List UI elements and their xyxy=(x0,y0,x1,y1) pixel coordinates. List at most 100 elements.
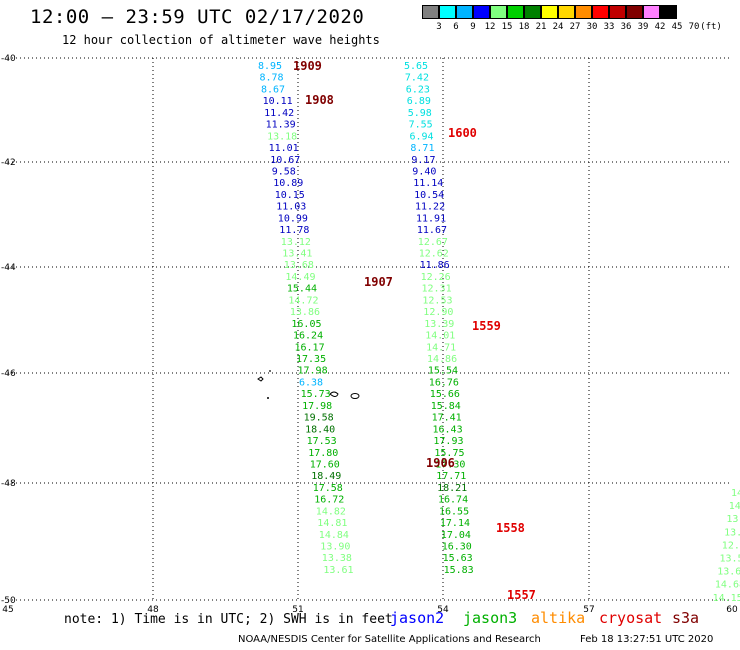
color-scale-label: 15 xyxy=(501,22,513,32)
latitude-label: -46 xyxy=(1,369,16,379)
longitude-label: 48 xyxy=(147,605,159,615)
wave-height-label: 10.11 xyxy=(263,96,293,107)
color-scale-label: 45 xyxy=(671,22,683,32)
pass-time-label: 1906 xyxy=(426,456,455,470)
wave-height-label: 9.58 xyxy=(272,167,296,178)
color-scale-label: 30 xyxy=(586,22,598,32)
generated-time: Feb 18 13:27:51 UTC 2020 xyxy=(580,634,714,645)
wave-height-label: 6.38 xyxy=(299,377,323,388)
wave-height-label: 17.14 xyxy=(440,518,470,529)
wave-height-label: 16.72 xyxy=(314,495,344,506)
color-scale-cell xyxy=(456,5,473,19)
wave-height-label: 13.61 xyxy=(323,565,353,576)
wave-height-label: 16.76 xyxy=(429,377,459,388)
color-scale-cell xyxy=(626,5,643,19)
color-scale-cell xyxy=(609,5,626,19)
color-scale-label: 3 xyxy=(436,22,442,32)
wave-height-label: 13.39 xyxy=(424,319,454,330)
wave-height-label: 13.41 xyxy=(282,249,312,260)
wave-height-label: 14.49 xyxy=(285,272,315,283)
wave-height-label: 15.84 xyxy=(431,401,461,412)
wave-height-label: 19.58 xyxy=(304,413,334,424)
wave-height-label: 12.90 xyxy=(423,307,453,318)
legend-item-altika: altika xyxy=(531,609,586,627)
wave-height-label: 18.49 xyxy=(311,471,341,482)
color-scale-label: 6 xyxy=(453,22,459,32)
longitude-label: 54 xyxy=(437,605,449,615)
wave-height-label: 11.14 xyxy=(413,178,443,189)
wave-height-label: 11.01 xyxy=(269,143,299,154)
latitude-label: -48 xyxy=(1,479,16,489)
island-dot xyxy=(267,397,269,399)
wave-height-label: 17.35 xyxy=(296,354,326,365)
latitude-label: -50 xyxy=(1,596,16,606)
color-scale-cell xyxy=(541,5,558,19)
island-outline xyxy=(350,393,360,399)
wave-height-label: 14 xyxy=(729,501,740,512)
wave-height-label: 12.79 xyxy=(722,540,740,551)
wave-height-label: 18.21 xyxy=(437,483,467,494)
wave-height-label: 14.82 xyxy=(316,506,346,517)
wave-height-label: 14.84 xyxy=(319,530,349,541)
wave-height-label: 14.86 xyxy=(427,354,457,365)
map-title: 12:00 – 23:59 UTC 02/17/2020 xyxy=(30,6,365,28)
latitude-label: -44 xyxy=(1,263,16,273)
pass-time-label: 1908 xyxy=(305,93,334,107)
wave-height-label: 15.54 xyxy=(428,366,458,377)
wave-height-label: 16.30 xyxy=(442,542,472,553)
island-outlines xyxy=(257,370,360,399)
wave-height-label: 8.95 xyxy=(258,61,282,72)
latitude-label: -40 xyxy=(1,54,16,64)
color-scale-cell xyxy=(422,5,439,19)
credit-text: NOAA/NESDIS Center for Satellite Applica… xyxy=(238,634,541,645)
wave-height-label: 6.89 xyxy=(407,96,431,107)
color-scale-label: 33 xyxy=(603,22,615,32)
wave-height-label: 17.93 xyxy=(433,436,463,447)
color-scale-cell xyxy=(439,5,456,19)
wave-height-label: 11.86 xyxy=(420,260,450,271)
wave-height-label: 6.94 xyxy=(410,131,434,142)
island-outline xyxy=(257,376,264,382)
wave-height-label: 15.66 xyxy=(430,389,460,400)
color-scale-label: 36 xyxy=(620,22,632,32)
pass-time-label: 1559 xyxy=(472,319,501,333)
wave-height-label: 13.18 xyxy=(267,131,297,142)
color-scale-cell xyxy=(592,5,609,19)
wave-height-label: 15.75 xyxy=(434,448,464,459)
wave-height-label: 17.98 xyxy=(302,401,332,412)
color-scale-cell xyxy=(524,5,541,19)
wave-height-label: 17.04 xyxy=(441,530,471,541)
wave-height-label: 17.71 xyxy=(436,471,466,482)
pass-time-label: 1600 xyxy=(448,126,477,140)
wave-height-label: 17.41 xyxy=(432,413,462,424)
island-outline xyxy=(329,391,339,397)
wave-height-label: 12.53 xyxy=(422,295,452,306)
color-scale-label: 42 xyxy=(654,22,666,32)
wave-height-label: 11.67 xyxy=(417,225,447,236)
longitude-labels: 45 48 51 54 57 60 xyxy=(2,605,738,615)
map-frame xyxy=(8,57,732,601)
latitude-labels: -40 -42 -44 -46 -48 -50 xyxy=(1,54,16,606)
wave-height-label: 5.98 xyxy=(408,108,432,119)
color-scale-label: 12 xyxy=(484,22,496,32)
color-scale-label: 70 xyxy=(688,22,700,32)
wave-height-label: 15.63 xyxy=(443,553,473,564)
wave-height-label: 12.31 xyxy=(422,284,452,295)
wave-height-label: 7.42 xyxy=(405,73,429,84)
wave-height-label: 9.17 xyxy=(411,155,435,166)
longitude-label: 45 xyxy=(2,605,13,615)
wave-height-label: 8.71 xyxy=(410,143,434,154)
color-scale-cell xyxy=(558,5,575,19)
wave-height-label: 15.83 xyxy=(444,565,474,576)
wave-height-label: 14.15 xyxy=(713,593,740,604)
wave-height-label: 7.55 xyxy=(409,120,433,131)
wave-height-label: 12.26 xyxy=(421,272,451,283)
wave-height-label: 11.39 xyxy=(266,120,296,131)
wave-height-label: 8.78 xyxy=(260,73,284,84)
legend-item-jason2: jason2 xyxy=(390,609,445,627)
wave-height-label: 6.23 xyxy=(406,84,430,95)
wave-height-label: 13.66 xyxy=(717,567,740,578)
wave-height-label: 14.72 xyxy=(288,295,318,306)
wave-height-label: 5.65 xyxy=(404,61,428,72)
wave-height-label: 11.78 xyxy=(279,225,309,236)
